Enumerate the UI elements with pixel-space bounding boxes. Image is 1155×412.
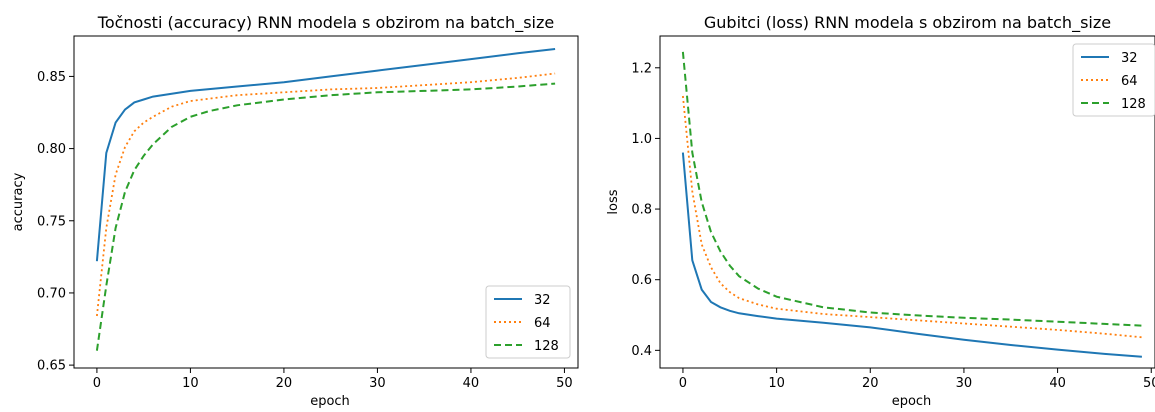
- legend: 32 64 128: [1072, 43, 1155, 117]
- x-tick-label: 10: [768, 376, 785, 391]
- series-line-128: [681, 51, 1142, 327]
- series-line-32: [681, 152, 1142, 358]
- x-axis-label: epoch: [310, 394, 350, 409]
- y-tick-label: 0.85: [37, 70, 66, 85]
- y-axis-label: loss: [606, 189, 621, 214]
- y-tick-label: 0.6: [631, 273, 652, 288]
- x-tick-label: 0: [679, 376, 687, 391]
- legend: 32 64 128: [485, 285, 571, 359]
- series-line-32: [95, 48, 556, 262]
- legend-label: 32: [1121, 51, 1138, 66]
- legend-box: [1072, 43, 1155, 117]
- y-tick-label: 0.70: [37, 286, 66, 301]
- x-tick-label: 40: [463, 376, 480, 391]
- chart-1: Točnosti (accuracy) RNN modela s obzirom…: [11, 13, 579, 409]
- x-tick-label: 20: [862, 376, 879, 391]
- plot-frame: [73, 35, 579, 369]
- x-tick-label: 20: [276, 376, 293, 391]
- y-tick-label: 0.8: [631, 203, 652, 218]
- y-axis-label: accuracy: [11, 172, 26, 231]
- y-tick-label: 1.0: [631, 132, 652, 147]
- legend-label: 128: [1121, 97, 1146, 112]
- series-line-128: [95, 82, 556, 351]
- x-tick-label: 30: [369, 376, 386, 391]
- legend-box: [485, 285, 571, 359]
- x-tick-label: 50: [1143, 376, 1155, 391]
- legend-label: 64: [1121, 74, 1138, 89]
- y-tick-label: 0.4: [631, 344, 652, 359]
- x-tick-label: 0: [93, 376, 101, 391]
- x-tick-label: 30: [956, 376, 973, 391]
- y-tick-label: 0.80: [37, 142, 66, 157]
- x-axis-label: epoch: [892, 394, 932, 409]
- series-line-64: [682, 95, 1142, 339]
- plot-frame: [659, 35, 1155, 369]
- legend-label: 128: [534, 339, 559, 354]
- chart-2: Gubitci (loss) RNN modela s obzirom na b…: [606, 13, 1155, 409]
- series-line-64: [96, 72, 556, 317]
- x-tick-label: 10: [182, 376, 199, 391]
- chart-title: Gubitci (loss) RNN modela s obzirom na b…: [704, 13, 1111, 33]
- legend-label: 64: [534, 316, 551, 331]
- legend-label: 32: [534, 293, 551, 308]
- chart-title: Točnosti (accuracy) RNN modela s obzirom…: [97, 13, 554, 33]
- y-tick-label: 0.75: [37, 214, 66, 229]
- x-tick-label: 50: [556, 376, 573, 391]
- y-tick-label: 1.2: [631, 61, 652, 76]
- x-tick-label: 40: [1049, 376, 1066, 391]
- y-tick-label: 0.65: [37, 359, 66, 374]
